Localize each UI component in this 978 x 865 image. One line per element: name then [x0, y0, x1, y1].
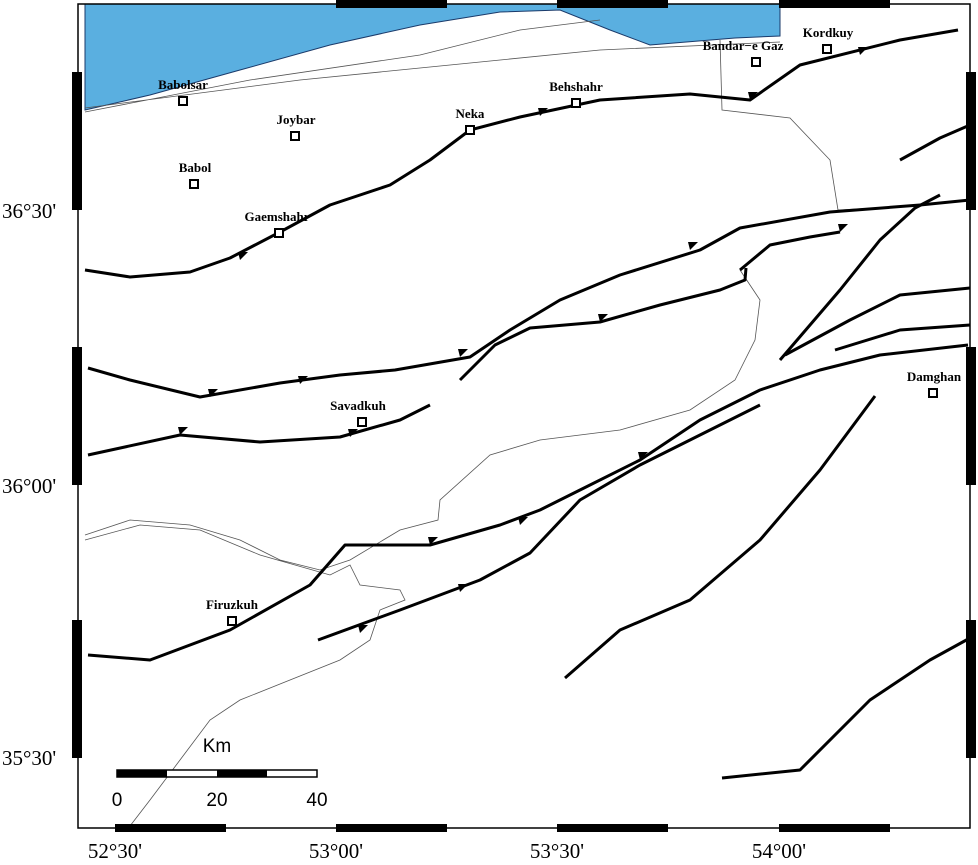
city-marker	[227, 616, 237, 626]
city-label: Babol	[179, 160, 212, 175]
city-label: Savadkuh	[330, 398, 386, 413]
fault	[84, 28, 959, 279]
lon-label: 53°00'	[309, 839, 363, 863]
fault	[317, 403, 761, 642]
scale-tick-label: 40	[306, 790, 327, 811]
city-marker	[178, 96, 188, 106]
city-label: Damghan	[907, 369, 962, 384]
city-marker	[751, 57, 761, 67]
scale-bar: Km 0 20 40	[112, 736, 328, 811]
city-label: Kordkuy	[803, 25, 854, 40]
faults	[84, 28, 971, 780]
city-marker	[274, 228, 284, 238]
fault	[458, 267, 748, 382]
city-marker	[290, 131, 300, 141]
city-label: Firuzkuh	[206, 597, 259, 612]
lat-label: 36°30'	[2, 199, 56, 223]
fault	[834, 323, 971, 352]
lon-label: 52°30'	[88, 839, 142, 863]
city-marker	[822, 44, 832, 54]
city-label: Behshahr	[549, 79, 603, 94]
fault	[784, 286, 971, 357]
fault	[739, 193, 941, 361]
fault	[899, 123, 971, 162]
lat-label: 36°00'	[2, 474, 56, 498]
city-label: Neka	[456, 106, 485, 121]
scale-segment	[117, 770, 167, 777]
fault	[87, 198, 971, 399]
scale-segment	[217, 770, 267, 777]
city-marker	[571, 98, 581, 108]
city-label: Babolsar	[158, 77, 208, 92]
city-label: Gaemshahr	[245, 209, 310, 224]
city-marker	[357, 417, 367, 427]
cities: Babolsar Joybar Babol Gaemshahr Neka Beh…	[158, 25, 962, 626]
fault	[721, 636, 971, 780]
fault	[87, 403, 431, 457]
lat-labels: 36°30' 36°00' 35°30'	[2, 199, 56, 770]
sea	[84, 3, 781, 111]
fault	[87, 343, 969, 662]
lon-label: 53°30'	[530, 839, 584, 863]
scale-unit: Km	[203, 736, 232, 757]
lon-label: 54°00'	[752, 839, 806, 863]
city-label: Joybar	[277, 112, 316, 127]
city-marker	[465, 125, 475, 135]
city-marker	[928, 388, 938, 398]
city-label: Bandar−e Gaz	[703, 38, 784, 53]
lat-label: 35°30'	[2, 746, 56, 770]
scale-tick-label: 20	[206, 790, 227, 811]
fault	[564, 395, 877, 680]
scale-tick-label: 0	[112, 790, 123, 811]
lon-labels: 52°30' 53°00' 53°30' 54°00'	[88, 839, 806, 863]
city-marker	[189, 179, 199, 189]
frame	[72, 0, 976, 832]
